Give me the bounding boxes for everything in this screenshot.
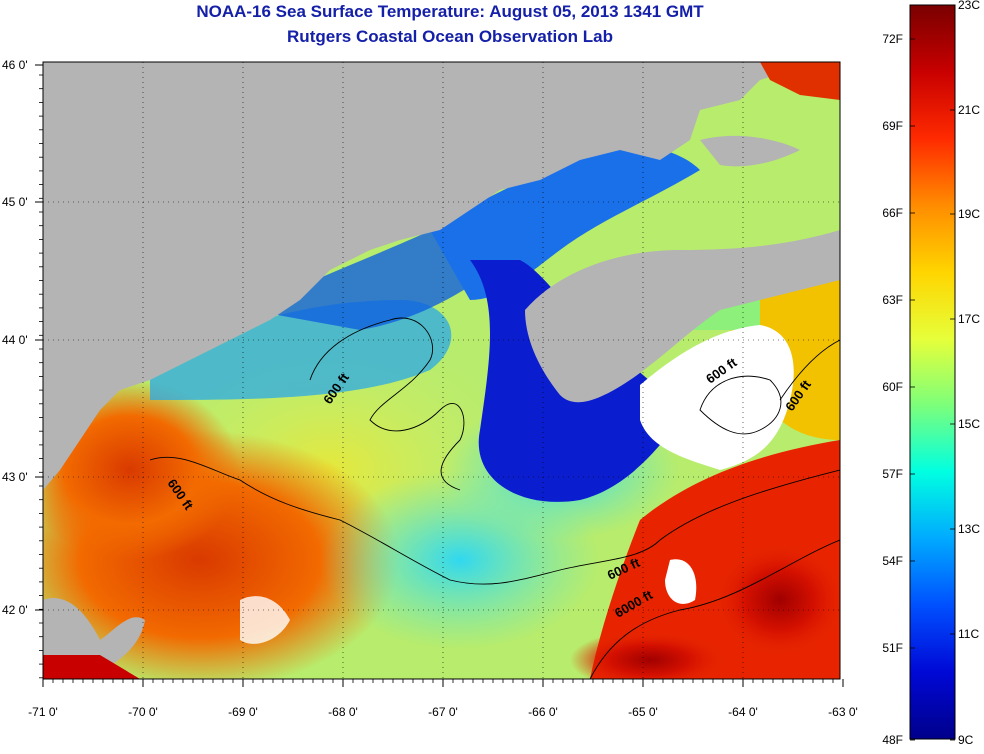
sst-patch <box>570 630 730 679</box>
cloud-patch <box>665 559 697 604</box>
colorbar-c-label: 21C <box>958 103 980 117</box>
lon-tick-label: -64 0' <box>728 705 758 719</box>
colorbar-c-label: 17C <box>958 312 980 326</box>
lon-tick-label: -70 0' <box>128 705 158 719</box>
lon-tick-label: -71 0' <box>28 705 58 719</box>
lon-tick-label: -66 0' <box>528 705 558 719</box>
sst-patch <box>43 655 140 679</box>
latitude-axis: 46 0' 45 0' 44 0' 43 0' 42 0' <box>2 58 43 679</box>
depth-contours <box>149 317 840 679</box>
map-title: NOAA-16 Sea Surface Temperature: August … <box>196 2 704 21</box>
longitude-axis: -71 0' -70 0' -69 0' -68 0' -67 0' -66 0' -65 … <box>28 679 858 719</box>
map-subtitle: Rutgers Coastal Ocean Observation Lab <box>287 27 613 46</box>
colorbar-f-label: 54F <box>882 554 903 568</box>
lon-tick-label: -69 0' <box>228 705 258 719</box>
lat-tick-label: 44 0' <box>2 333 28 347</box>
colorbar-f-label: 60F <box>882 380 903 394</box>
map-area <box>43 62 840 679</box>
colorbar-f-label: 63F <box>882 293 903 307</box>
colorbar-f-label: 72F <box>882 32 903 46</box>
lon-tick-label: -65 0' <box>628 705 658 719</box>
land-mainland <box>43 62 840 490</box>
colorbar-c-label: 15C <box>958 417 980 431</box>
colorbar-f-label: 48F <box>882 733 903 747</box>
colorbar-f-label: 57F <box>882 467 903 481</box>
colorbar-f-label: 66F <box>882 206 903 220</box>
colorbar-c-label: 11C <box>958 627 979 641</box>
lat-tick-label: 46 0' <box>2 58 28 72</box>
lat-tick-label: 42 0' <box>2 603 28 617</box>
cloud-patch <box>240 596 290 644</box>
colorbar-c-label: 23C <box>958 0 980 12</box>
colorbar-c-label: 13C <box>958 522 980 536</box>
sst-patch <box>710 540 840 660</box>
colorbar-f-label: 51F <box>882 641 903 655</box>
lat-tick-label: 45 0' <box>2 195 28 209</box>
colorbar-c-label: 9C <box>958 733 974 747</box>
land-nova-scotia <box>525 230 840 403</box>
colorbar-fahrenheit-labels: 72F 69F 66F 63F 60F 57F 54F 51F 48F <box>882 32 915 747</box>
colorbar-f-label: 69F <box>882 119 903 133</box>
cloud-patch <box>640 325 794 470</box>
lon-tick-label: -63 0' <box>828 705 858 719</box>
colorbar-c-label: 19C <box>958 207 980 221</box>
sst-patch <box>760 62 840 100</box>
land-pei <box>700 135 800 167</box>
lon-tick-label: -68 0' <box>328 705 358 719</box>
colorbar <box>909 4 956 740</box>
colorbar-celsius-labels: 23C 21C 19C 17C 15C 13C 11C 9C <box>950 0 980 747</box>
lon-tick-label: -67 0' <box>428 705 458 719</box>
lat-tick-label: 43 0' <box>2 470 28 484</box>
sst-patch <box>43 380 240 560</box>
map-frame <box>42 61 841 680</box>
